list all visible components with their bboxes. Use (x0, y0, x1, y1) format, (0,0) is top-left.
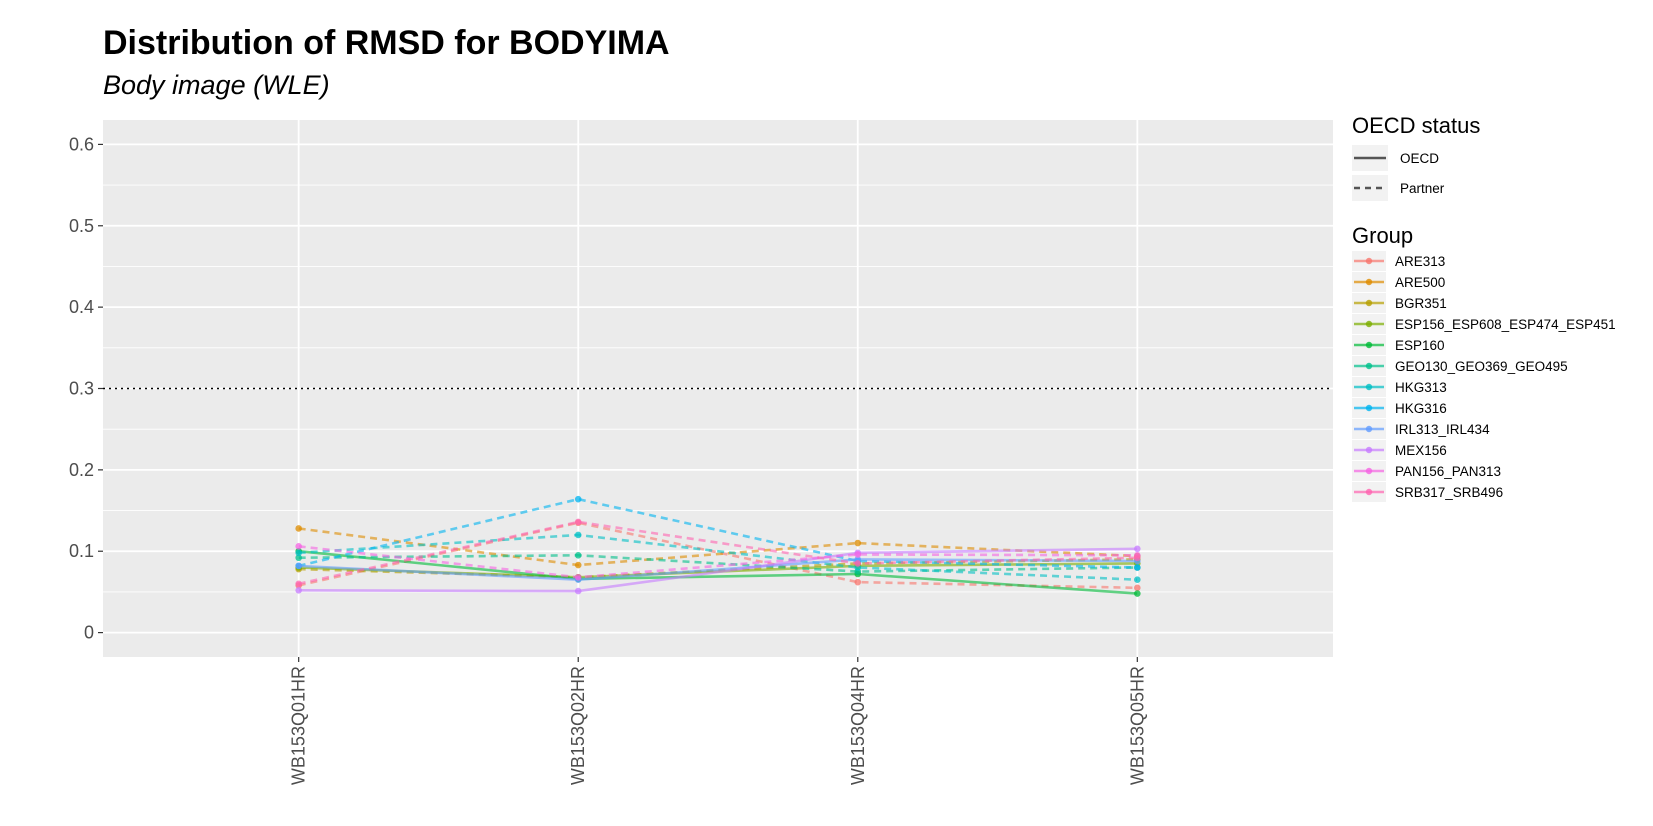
series-line (298, 497, 1138, 569)
legend-label: MEX156 (1395, 443, 1447, 458)
x-tick-label: WB153Q05HR (1127, 666, 1147, 785)
series-line (298, 547, 1138, 593)
legend-color-dot (1365, 446, 1373, 454)
chart-title: Distribution of RMSD for BODYIMA (103, 24, 670, 62)
series-line (298, 545, 1138, 579)
legend-label: PAN156_PAN313 (1395, 464, 1501, 479)
x-tick-label: WB153Q02HR (568, 666, 588, 785)
legend-label: OECD (1400, 151, 1439, 166)
legend-color-dot (1365, 341, 1373, 349)
data-point (295, 554, 302, 562)
data-point (1134, 576, 1141, 584)
series-line (298, 533, 1138, 582)
y-tick-label: 0.3 (69, 379, 94, 399)
legend-color-dot (1365, 383, 1373, 391)
series-layer (295, 495, 1141, 597)
data-point (574, 531, 582, 539)
data-point (295, 580, 302, 588)
legend-label: HKG316 (1395, 401, 1447, 416)
y-tick-label: 0.4 (69, 297, 94, 317)
legend-color-dot (1365, 488, 1373, 496)
data-point (854, 539, 862, 547)
data-point (854, 560, 862, 567)
y-tick-label: 0.2 (69, 460, 94, 480)
legend-label: ARE313 (1395, 254, 1445, 269)
y-tick-label: 0.6 (69, 134, 94, 154)
data-point (574, 495, 582, 503)
data-point (1134, 590, 1141, 597)
legend-color-dot (1365, 320, 1373, 328)
legend-color-dot (1365, 278, 1373, 286)
data-point (295, 549, 302, 557)
legend: OECD status OECD Partner Group ARE313 ARE500 B… (1352, 113, 1616, 502)
y-tick-label: 0.5 (69, 216, 94, 236)
legend-color-dot (1365, 425, 1373, 433)
legend-label: SRB317_SRB496 (1395, 485, 1503, 500)
data-point (574, 587, 582, 595)
series-line (298, 553, 1138, 573)
data-point (295, 586, 302, 594)
legend-color-dot (1365, 362, 1373, 370)
legend-label: HKG313 (1395, 380, 1447, 395)
legend-title-status: OECD status (1352, 113, 1480, 138)
data-point (854, 578, 862, 586)
legend-label: IRL313_IRL434 (1395, 422, 1490, 437)
legend-label: ESP160 (1395, 338, 1445, 353)
data-point (1134, 584, 1141, 592)
y-tick-label: 0.1 (69, 541, 94, 561)
data-point (295, 543, 302, 550)
legend-label: BGR351 (1395, 296, 1447, 311)
legend-color-dot (1365, 257, 1373, 265)
legend-label: ARE500 (1395, 275, 1445, 290)
legend-label: ESP156_ESP608_ESP474_ESP451 (1395, 317, 1616, 332)
data-point (1134, 545, 1141, 553)
y-axis: 0 0.1 0.2 0.3 0.4 0.5 0.6 (69, 134, 103, 643)
series-line (298, 520, 1138, 586)
x-tick-label: WB153Q01HR (289, 666, 309, 785)
data-point (1134, 564, 1141, 571)
legend-label: Partner (1400, 181, 1445, 196)
data-point (574, 573, 582, 581)
data-point (1134, 554, 1141, 562)
legend-label: GEO130_GEO369_GEO495 (1395, 359, 1568, 374)
data-point (574, 551, 582, 559)
data-point (574, 561, 582, 569)
series-line (298, 549, 1138, 595)
x-tick-label: WB153Q04HR (848, 666, 868, 785)
data-point (574, 518, 582, 526)
x-axis: WB153Q01HR WB153Q02HR WB153Q04HR WB153Q05HR (289, 657, 1147, 785)
legend-color-dot (1365, 299, 1373, 307)
legend-title-group: Group (1352, 223, 1413, 248)
legend-color-dot (1365, 404, 1373, 412)
data-point (295, 525, 302, 532)
data-point (854, 551, 862, 558)
y-tick-label: 0 (84, 623, 94, 643)
data-point (295, 562, 302, 570)
legend-color-dot (1365, 467, 1373, 475)
chart-subtitle: Body image (WLE) (103, 70, 330, 100)
